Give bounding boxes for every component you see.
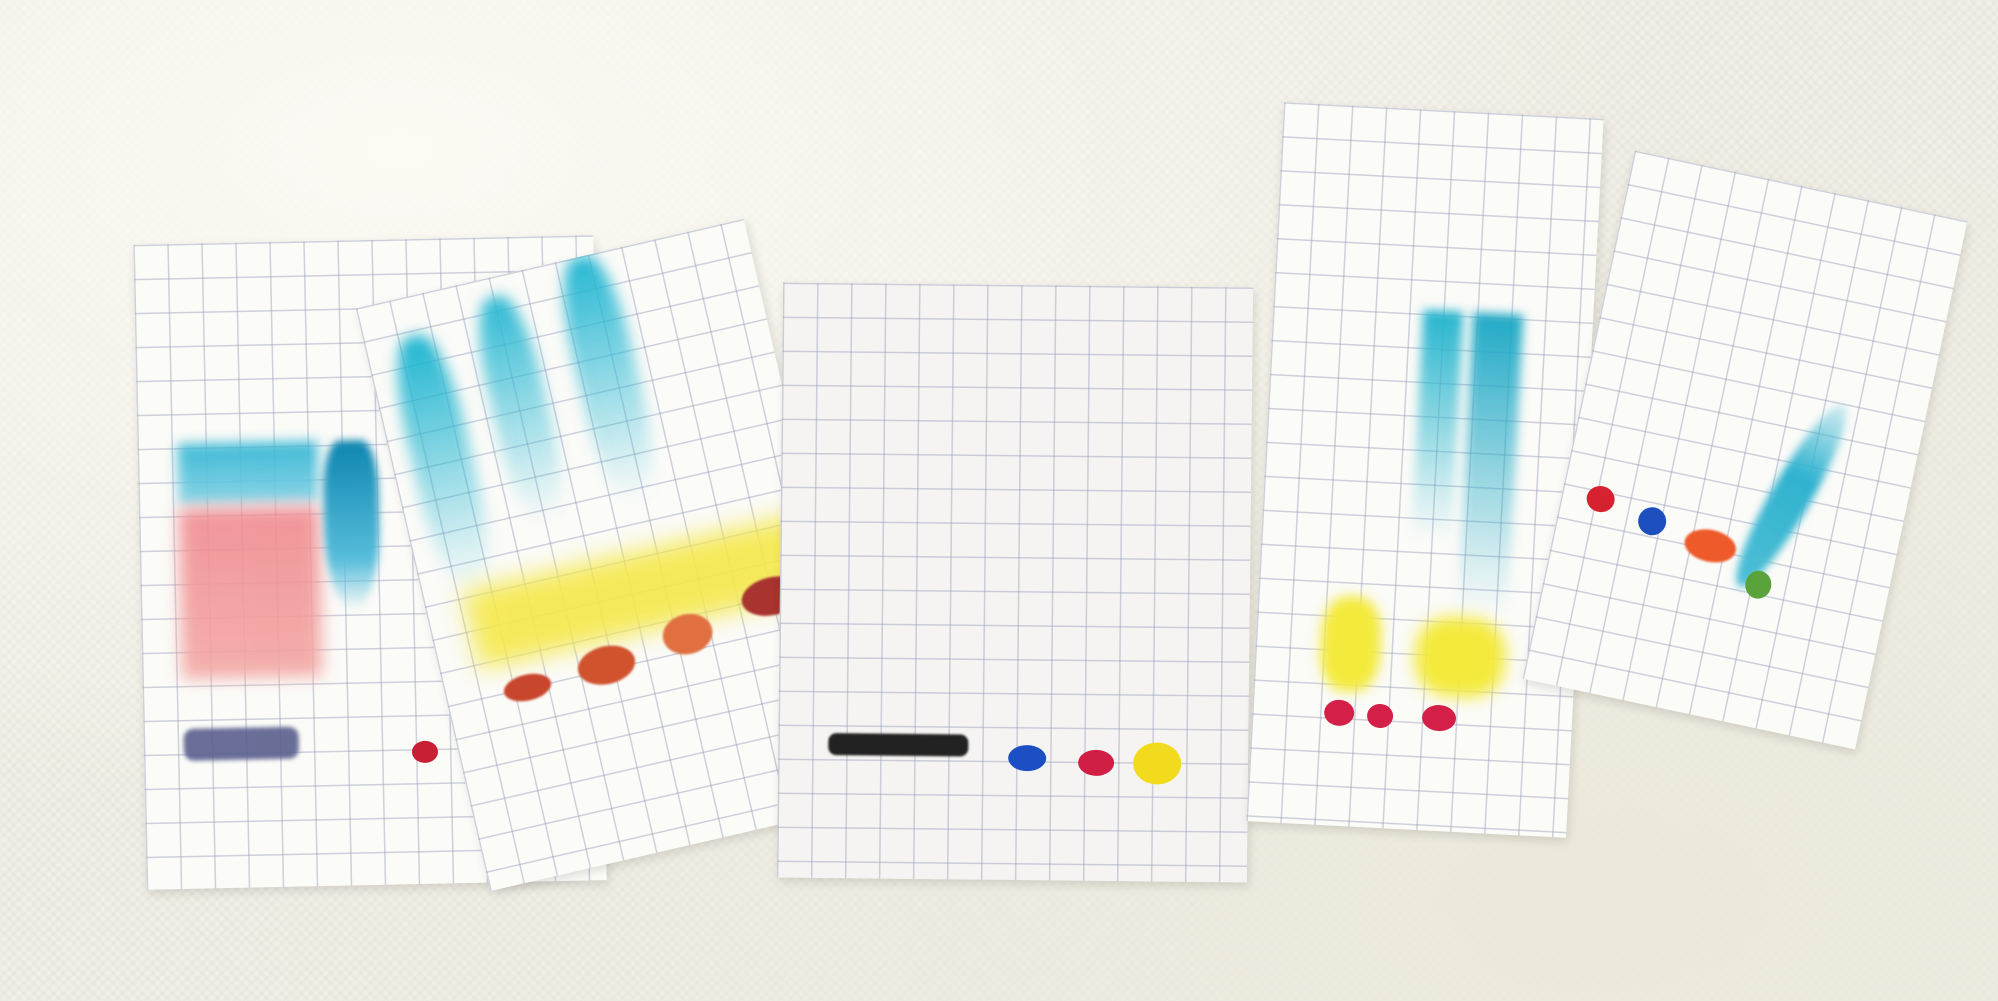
yellow-blob-2 bbox=[1413, 614, 1508, 700]
orange-spot-1 bbox=[501, 669, 554, 706]
cyan-streak-3 bbox=[550, 249, 666, 508]
blue-spot bbox=[1635, 504, 1669, 538]
cyan-streak-1 bbox=[1411, 309, 1464, 542]
yellow-origin-spot bbox=[1132, 742, 1182, 785]
red-origin-spot bbox=[411, 740, 439, 764]
orange-spot-2 bbox=[573, 640, 640, 691]
dark-blue-origin-line bbox=[183, 726, 300, 761]
chromatography-strip-4 bbox=[1246, 102, 1604, 838]
red-spot-2 bbox=[1366, 703, 1394, 729]
orange-spot bbox=[1681, 524, 1740, 567]
blue-origin-spot bbox=[1008, 744, 1047, 772]
blue-streak bbox=[322, 439, 381, 611]
cyan-trail bbox=[1721, 394, 1862, 597]
chromatography-strip-3 bbox=[776, 282, 1254, 883]
black-origin-line bbox=[828, 733, 969, 757]
red-spot bbox=[1584, 483, 1618, 515]
red-spot-1 bbox=[1323, 699, 1355, 727]
red-spot-3 bbox=[1421, 704, 1457, 732]
cyan-band bbox=[177, 441, 319, 504]
yellow-blob-1 bbox=[1318, 594, 1384, 693]
pink-band bbox=[178, 506, 323, 679]
cyan-streak-2 bbox=[1457, 312, 1524, 615]
red-origin-spot bbox=[1077, 749, 1115, 777]
cyan-streak-2 bbox=[467, 290, 573, 528]
